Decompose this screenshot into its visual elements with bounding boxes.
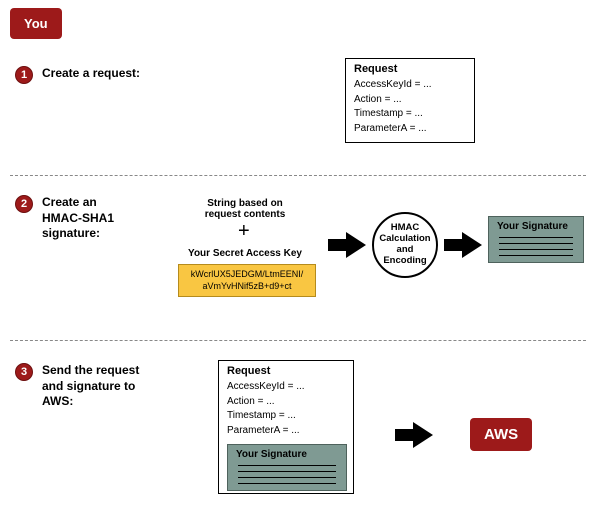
- divider-2: [10, 340, 586, 341]
- divider-1: [10, 175, 586, 176]
- request-line: AccessKeyId = ...: [354, 78, 466, 93]
- step-1-label: Create a request:: [42, 66, 140, 82]
- request-box-1: Request AccessKeyId = ... Action = ... T…: [345, 58, 475, 143]
- arrow-icon: [444, 230, 484, 260]
- step-3-num-text: 3: [21, 366, 27, 378]
- plus-icon: +: [238, 220, 250, 243]
- string-contents-label: String based on request contents: [185, 198, 305, 220]
- request-line: Action = ...: [227, 395, 345, 410]
- request-line: Timestamp = ...: [227, 409, 345, 424]
- signature-title: Your Signature: [236, 449, 338, 460]
- you-label: You: [24, 16, 48, 31]
- sig-line: [238, 465, 336, 466]
- aws-badge: AWS: [470, 418, 532, 451]
- arrow-icon: [395, 420, 435, 450]
- step-1-num-text: 1: [21, 69, 27, 81]
- request-box-1-title: Request: [354, 63, 466, 75]
- step-2-number: 2: [15, 195, 33, 213]
- request-line: Timestamp = ...: [354, 107, 466, 122]
- aws-label: AWS: [484, 426, 518, 443]
- you-badge: You: [10, 8, 62, 39]
- step-1-number: 1: [15, 66, 33, 84]
- sig-line: [238, 483, 336, 484]
- step-3-label: Send the request and signature to AWS:: [42, 363, 139, 410]
- request-line: Action = ...: [354, 93, 466, 108]
- secret-key-box: kWcrlUX5JEDGM/LtmEENI/ aVmYvHNif5zB+d9+c…: [178, 264, 316, 297]
- signature-title: Your Signature: [497, 221, 575, 232]
- secret-key-label: Your Secret Access Key: [175, 248, 315, 259]
- sig-line: [499, 255, 573, 256]
- sig-line: [499, 237, 573, 238]
- signature-box-1: Your Signature: [488, 216, 584, 263]
- sig-line: [499, 249, 573, 250]
- request-line: AccessKeyId = ...: [227, 380, 345, 395]
- step-2-num-text: 2: [21, 198, 27, 210]
- sig-line: [238, 477, 336, 478]
- arrow-icon: [328, 230, 368, 260]
- sig-line: [238, 471, 336, 472]
- request-box-2: Request AccessKeyId = ... Action = ... T…: [218, 360, 354, 494]
- request-line: ParameterA = ...: [227, 424, 345, 439]
- step-3-number: 3: [15, 363, 33, 381]
- hmac-circle-label: HMAC Calculation and Encoding: [379, 223, 430, 267]
- request-line: ParameterA = ...: [354, 122, 466, 137]
- signature-box-2: Your Signature: [227, 444, 347, 491]
- step-2-label: Create an HMAC-SHA1 signature:: [42, 195, 114, 242]
- sig-line: [499, 243, 573, 244]
- request-box-2-title: Request: [227, 365, 345, 377]
- hmac-circle: HMAC Calculation and Encoding: [372, 212, 438, 278]
